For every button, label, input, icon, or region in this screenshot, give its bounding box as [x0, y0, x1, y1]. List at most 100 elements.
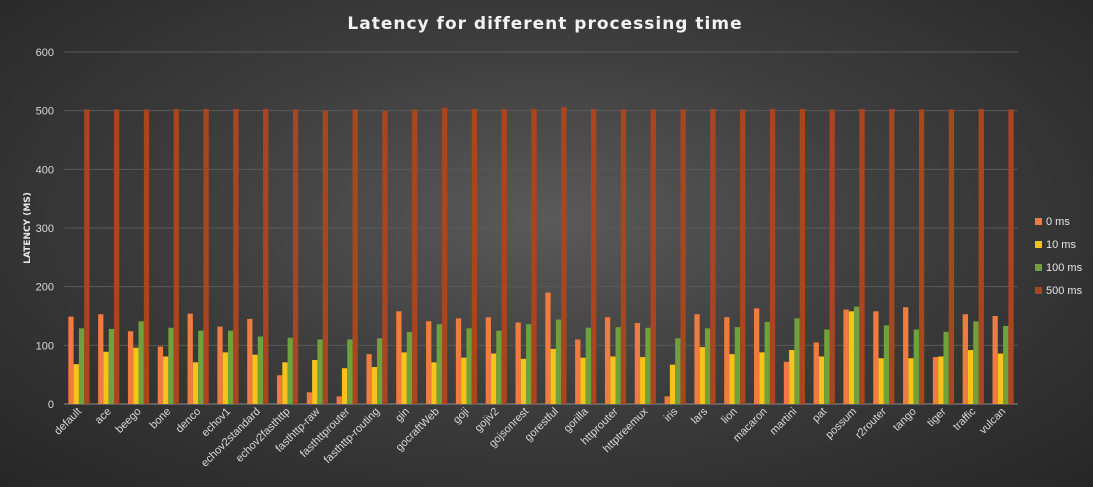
bar-500-ms-lion	[740, 109, 746, 405]
bar-100-ms-traffic	[973, 321, 979, 404]
bar-0-ms-gojiv2	[485, 317, 491, 404]
bar-500-ms-ace	[114, 109, 120, 405]
legend-swatch	[1035, 218, 1042, 225]
bar-500-ms-fasthttp-raw	[322, 110, 329, 405]
bar-100-ms-martini	[794, 318, 800, 404]
x-tick-label: martini	[768, 406, 800, 438]
bar-0-ms-echov2standard	[247, 318, 253, 404]
x-tick-label: iris	[662, 405, 681, 424]
bar-500-ms-fasthttprouter	[352, 109, 358, 405]
bar-100-ms-httprouter	[615, 327, 621, 404]
bar-0-ms-iris	[664, 396, 670, 404]
bar-0-ms-gorilla	[575, 339, 581, 404]
bar-500-ms-iris	[680, 109, 686, 405]
bar-100-ms-goji	[466, 328, 472, 404]
bar-100-ms-echov1	[227, 330, 234, 404]
bar-500-ms-fasthttp-routing	[382, 110, 388, 405]
bar-0-ms-denco	[187, 313, 193, 404]
bar-0-ms-lion	[724, 317, 730, 404]
bar-100-ms-lars	[704, 328, 711, 404]
legend-swatch	[1035, 264, 1042, 271]
bar-100-ms-bone	[168, 327, 174, 404]
bar-100-ms-gojiv2	[496, 330, 502, 404]
bar-10-ms-echov2standard	[252, 354, 258, 404]
bar-100-ms-denco	[198, 330, 204, 404]
bar-10-ms-ace	[103, 351, 109, 404]
bar-100-ms-lion	[734, 327, 741, 404]
bar-100-ms-fasthttp-routing	[377, 338, 383, 404]
bar-10-ms-echov1	[222, 352, 228, 404]
x-tick-label: traffic	[951, 405, 979, 433]
bar-100-ms-gorestful	[555, 319, 562, 404]
bar-0-ms-vulcan	[992, 316, 998, 404]
bar-500-ms-gin	[412, 109, 418, 405]
bar-500-ms-traffic	[978, 108, 984, 404]
bar-10-ms-iris	[669, 364, 676, 404]
bar-500-ms-goji	[471, 108, 478, 404]
legend-label: 10 ms	[1046, 239, 1076, 251]
bar-10-ms-gorilla	[580, 357, 586, 404]
bar-0-ms-lars	[694, 314, 700, 404]
x-tick-label: tiger	[925, 405, 949, 429]
x-tick-label: gin	[393, 406, 412, 425]
x-tick-label: bone	[148, 406, 174, 432]
y-tick-label: 200	[36, 282, 54, 294]
bar-100-ms-beego	[138, 321, 144, 404]
bar-0-ms-possum	[843, 309, 849, 404]
bar-0-ms-traffic	[962, 314, 968, 404]
bar-10-ms-martini	[789, 350, 795, 404]
bar-100-ms-gojsonrest	[526, 324, 532, 404]
bar-100-ms-echov2fasthttp	[287, 337, 293, 404]
bar-0-ms-pat	[813, 342, 819, 404]
bar-100-ms-tiger	[943, 331, 949, 404]
bar-0-ms-gojsonrest	[515, 322, 521, 404]
legend-label: 100 ms	[1046, 262, 1083, 274]
bar-10-ms-tango	[908, 358, 914, 404]
bar-0-ms-echov2fasthttp	[276, 375, 283, 404]
bar-0-ms-bone	[157, 346, 164, 404]
bar-500-ms-vulcan	[1008, 109, 1014, 405]
bar-0-ms-tango	[903, 307, 909, 404]
bar-0-ms-gorestful	[545, 292, 551, 404]
bar-500-ms-possum	[859, 108, 865, 404]
bar-10-ms-httprouter	[610, 356, 616, 404]
chart-title: Latency for different processing time	[347, 14, 742, 34]
bar-500-ms-lars	[710, 108, 716, 404]
bar-100-ms-httptreemux	[645, 327, 651, 404]
bar-0-ms-tiger	[932, 357, 939, 404]
bar-500-ms-gocraftWeb	[441, 107, 448, 404]
bar-0-ms-echov1	[217, 326, 223, 404]
bar-100-ms-macaron	[764, 321, 770, 404]
bar-10-ms-echov2fasthttp	[282, 362, 288, 404]
y-tick-label: 600	[36, 47, 54, 59]
bar-100-ms-r2router	[883, 325, 890, 404]
bar-10-ms-bone	[163, 356, 169, 404]
bar-100-ms-ace	[108, 328, 115, 404]
bar-500-ms-echov2standard	[263, 108, 269, 404]
bar-0-ms-ace	[98, 314, 104, 404]
y-tick-label: 500	[36, 106, 54, 118]
bar-500-ms-tiger	[948, 109, 955, 405]
bar-10-ms-gocraftWeb	[431, 362, 437, 404]
bar-0-ms-httptreemux	[634, 323, 641, 404]
bar-500-ms-gojiv2	[501, 108, 507, 404]
bars	[68, 107, 1014, 405]
bar-0-ms-gocraftWeb	[426, 321, 432, 404]
bar-10-ms-fasthttp-raw	[312, 360, 318, 404]
legend-swatch	[1035, 287, 1042, 294]
bar-500-ms-httptreemux	[650, 109, 656, 405]
bar-500-ms-bone	[173, 108, 179, 404]
bar-100-ms-default	[78, 328, 85, 404]
bar-10-ms-fasthttp-routing	[371, 367, 378, 404]
bar-10-ms-gojiv2	[490, 353, 497, 404]
y-tick-label: 300	[36, 223, 54, 235]
bar-0-ms-fasthttp-raw	[306, 392, 313, 404]
bar-500-ms-echov1	[233, 108, 239, 404]
bar-500-ms-httprouter	[620, 109, 627, 405]
bar-100-ms-fasthttp-raw	[317, 339, 323, 404]
x-tick-label: beego	[114, 406, 144, 436]
bar-10-ms-pat	[818, 356, 825, 404]
bar-500-ms-denco	[203, 108, 209, 404]
